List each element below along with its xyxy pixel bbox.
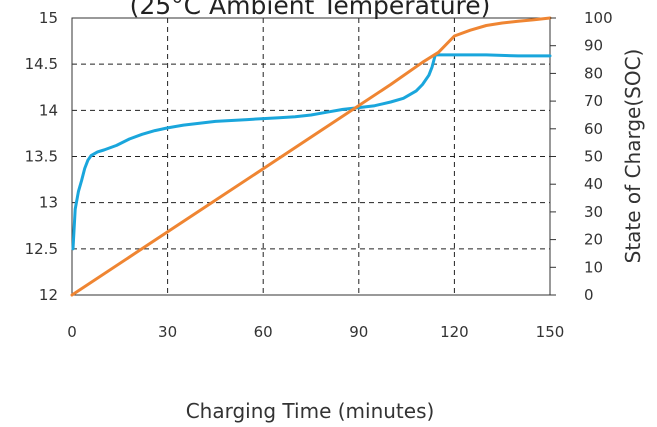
y2-tick-label: 80	[584, 64, 603, 82]
x-tick-label: 30	[158, 323, 177, 341]
y2-tick-label: 0	[584, 286, 594, 304]
y2-tick-label: 100	[584, 9, 613, 27]
x-tick-label: 60	[254, 323, 273, 341]
chart-title: (25°C Ambient Temperature)	[130, 0, 491, 20]
grid	[72, 18, 550, 295]
y2-tick-label: 50	[584, 148, 603, 166]
y2-tick-label: 30	[584, 203, 603, 221]
y2-tick-label: 10	[584, 258, 603, 276]
series-group	[70, 16, 552, 297]
y-tick-label: 13.5	[25, 148, 58, 166]
x-axis-title: Charging Time (minutes)	[186, 399, 435, 423]
y-tick-label: 12	[39, 286, 58, 304]
x-tick-label: 90	[349, 323, 368, 341]
y2-tick-label: 90	[584, 37, 603, 55]
x-tick-label: 120	[440, 323, 469, 341]
y-tick-label: 13	[39, 194, 58, 212]
y2-axis-title: State of Charge(SOC)	[621, 49, 645, 264]
y2-tick-label: 70	[584, 92, 603, 110]
y-tick-label: 15	[39, 9, 58, 27]
y2-tick-label: 60	[584, 120, 603, 138]
y2-tick-label: 20	[584, 231, 603, 249]
soc-series-line	[70, 16, 552, 297]
tick-labels: 0 30 60 90 120 1501212.51313.51414.5150102030…	[25, 9, 613, 341]
x-tick-label: 150	[536, 323, 565, 341]
y-tick-label: 14	[39, 101, 58, 119]
y-tick-label: 12.5	[25, 240, 58, 258]
y2-tick-label: 40	[584, 175, 603, 193]
voltage-series-line	[71, 53, 552, 251]
x-tick-label: 0	[67, 323, 77, 341]
y-tick-label: 14.5	[25, 55, 58, 73]
